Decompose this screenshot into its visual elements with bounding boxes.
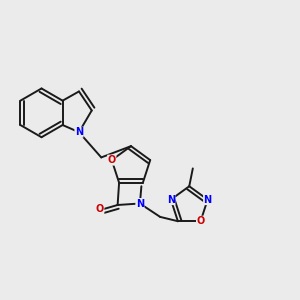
- Text: N: N: [204, 195, 212, 205]
- Text: N: N: [136, 199, 144, 208]
- Text: O: O: [96, 204, 104, 214]
- Text: O: O: [108, 155, 116, 165]
- Text: N: N: [167, 195, 175, 205]
- Text: O: O: [196, 216, 205, 226]
- Text: N: N: [75, 127, 83, 137]
